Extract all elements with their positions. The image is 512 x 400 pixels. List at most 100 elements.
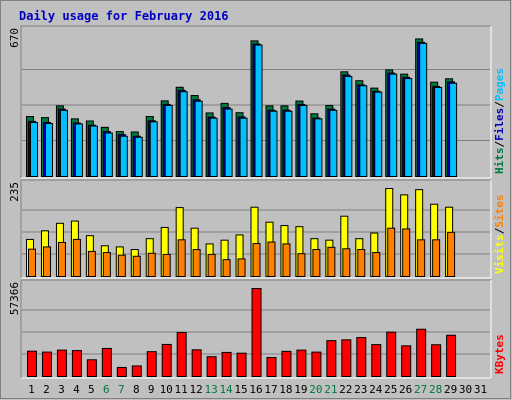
bar-kbytes-19 <box>296 349 307 377</box>
legend-entry: KBytes <box>493 334 506 374</box>
bar-kbytes-11-fill <box>176 331 187 377</box>
bar-sites-11-fill <box>177 239 186 277</box>
bar-sites-27 <box>417 239 426 277</box>
bar-pages-12 <box>194 100 203 177</box>
bar-pages-5-fill <box>89 125 98 178</box>
bar-kbytes-22 <box>341 339 352 377</box>
bar-kbytes-18-fill <box>281 350 292 378</box>
bar-kbytes-21-fill <box>326 340 337 378</box>
bar-pages-10-fill <box>164 105 173 177</box>
bar-kbytes-18 <box>281 350 292 378</box>
bar-pages-26 <box>404 78 413 177</box>
legend-entry: Pages <box>493 68 506 101</box>
bar-sites-1 <box>28 248 36 278</box>
bar-kbytes-25 <box>386 331 397 377</box>
legend-entry: / <box>493 227 506 234</box>
bar-pages-3 <box>59 109 68 177</box>
x-label-21: 21 <box>324 383 337 396</box>
bar-pages-9 <box>149 121 158 177</box>
bar-pages-6 <box>104 132 113 178</box>
x-label-28: 28 <box>429 383 442 396</box>
bar-sites-23-fill <box>357 249 366 278</box>
bar-pages-2-fill <box>44 123 53 177</box>
bar-sites-26 <box>402 228 411 277</box>
x-label-13: 13 <box>204 383 217 396</box>
legend-entry: / <box>493 101 506 108</box>
x-axis-labels: 1 2 3 4 5 6 7 8 9 10 11 12 13 14 15 16 17 18 19 20 21 22 23 24 2… <box>28 383 487 396</box>
bar-pages-20-fill <box>314 118 323 178</box>
x-label-6: 6 <box>103 383 110 396</box>
bar-kbytes-4-fill <box>71 350 82 377</box>
bar-sites-8-fill <box>132 255 141 277</box>
bar-pages-27-fill <box>419 42 428 178</box>
legend-entry: Hits <box>493 148 506 175</box>
bar-sites-2 <box>42 246 51 278</box>
bar-kbytes-20 <box>311 351 322 378</box>
legend-kbytes: KBytes <box>493 334 506 374</box>
bar-pages-24-fill <box>374 91 383 177</box>
bar-pages-15-fill <box>239 117 248 177</box>
bar-sites-1-fill <box>28 248 36 278</box>
bar-pages-29 <box>449 82 458 177</box>
x-label-1: 1 <box>28 383 35 396</box>
x-label-10: 10 <box>160 383 173 396</box>
bar-kbytes-28 <box>431 344 442 378</box>
bar-sites-8 <box>132 255 141 277</box>
x-label-30: 30 <box>459 383 472 396</box>
bar-pages-23 <box>359 85 368 177</box>
bar-kbytes-14 <box>221 351 232 377</box>
bar-sites-11 <box>177 239 186 277</box>
bar-pages-22 <box>344 75 353 177</box>
bar-pages-11 <box>179 91 188 177</box>
y-max-label: 235 <box>8 182 21 202</box>
bar-sites-25-fill <box>387 227 396 277</box>
bar-pages-21-fill <box>329 109 338 177</box>
x-label-23: 23 <box>354 383 367 396</box>
x-label-11: 11 <box>175 383 188 396</box>
bar-pages-17-fill <box>269 110 278 177</box>
legend-entry: Visits <box>493 234 506 274</box>
bar-sites-18 <box>282 243 291 278</box>
bar-kbytes-12-fill <box>191 349 202 377</box>
bar-sites-15-fill <box>237 258 246 277</box>
bar-pages-24 <box>374 91 383 177</box>
bar-pages-19-fill <box>299 105 308 177</box>
bar-pages-4-fill <box>74 123 83 177</box>
bar-pages-3-fill <box>59 109 68 177</box>
bar-sites-4-fill <box>72 238 81 277</box>
bar-kbytes-3-fill <box>56 349 67 377</box>
x-label-25: 25 <box>384 383 397 396</box>
bar-kbytes-24 <box>371 344 382 377</box>
bar-sites-15 <box>237 258 246 277</box>
bar-pages-25-fill <box>389 73 398 177</box>
bar-kbytes-8 <box>131 365 142 378</box>
x-label-18: 18 <box>279 383 292 396</box>
bar-kbytes-16-fill <box>251 288 262 377</box>
bar-kbytes-2-fill <box>41 351 52 378</box>
bar-sites-3 <box>57 241 66 277</box>
bar-pages-15 <box>239 117 248 177</box>
x-label-5: 5 <box>88 383 95 396</box>
bar-pages-8-fill <box>134 136 143 177</box>
legend-hits-files-pages: Hits/Files/Pages <box>493 68 506 174</box>
x-label-26: 26 <box>399 383 412 396</box>
bar-sites-9-fill <box>147 252 156 277</box>
bar-pages-23-fill <box>359 85 368 177</box>
bar-sites-28 <box>432 239 441 277</box>
bar-sites-14-fill <box>222 259 231 277</box>
bar-pages-14 <box>224 108 233 177</box>
bar-pages-8 <box>134 136 143 177</box>
bar-sites-18-fill <box>282 243 291 278</box>
bar-kbytes-26-fill <box>401 345 412 377</box>
bar-kbytes-24-fill <box>371 344 382 377</box>
bar-sites-24-fill <box>372 252 381 277</box>
bar-kbytes-21 <box>326 340 337 378</box>
x-label-24: 24 <box>369 383 383 396</box>
legend-entry: Files <box>493 108 506 141</box>
bar-pages-26-fill <box>404 78 413 177</box>
bar-kbytes-8-fill <box>131 365 142 378</box>
bar-sites-7 <box>117 254 126 277</box>
bar-kbytes-10-fill <box>161 343 172 378</box>
